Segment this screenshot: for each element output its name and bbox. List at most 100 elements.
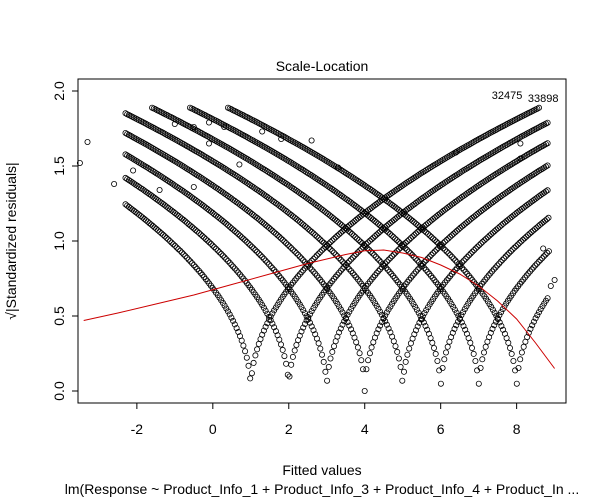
data-point bbox=[296, 253, 303, 260]
data-point bbox=[544, 295, 551, 302]
data-point bbox=[168, 207, 175, 214]
data-point bbox=[462, 268, 469, 275]
data-point bbox=[467, 250, 474, 257]
data-point bbox=[233, 325, 240, 332]
data-point bbox=[447, 251, 454, 258]
data-point bbox=[355, 237, 362, 244]
data-point bbox=[517, 356, 524, 363]
data-point bbox=[281, 206, 288, 213]
data-point bbox=[373, 330, 380, 337]
data-point bbox=[465, 272, 472, 279]
data-point bbox=[238, 202, 245, 209]
data-point bbox=[300, 307, 307, 314]
data-point bbox=[329, 348, 336, 355]
data-point bbox=[419, 262, 426, 269]
x-tick-label: 6 bbox=[437, 421, 445, 437]
data-point bbox=[341, 263, 348, 270]
data-point bbox=[508, 350, 515, 357]
data-point bbox=[204, 237, 211, 244]
data-point bbox=[332, 234, 339, 241]
data-point bbox=[394, 205, 401, 212]
data-point bbox=[452, 266, 459, 273]
data-point bbox=[269, 227, 276, 234]
data-point bbox=[428, 163, 435, 170]
data-point bbox=[271, 229, 278, 236]
data-point bbox=[353, 339, 360, 346]
data-point bbox=[262, 323, 269, 330]
data-point bbox=[435, 240, 442, 247]
data-point bbox=[515, 208, 522, 215]
data-point bbox=[322, 368, 329, 375]
data-point bbox=[537, 306, 544, 313]
data-point bbox=[342, 315, 349, 322]
data-point bbox=[383, 321, 390, 328]
data-point bbox=[248, 243, 255, 250]
data-point bbox=[313, 233, 320, 240]
data-point bbox=[350, 232, 357, 239]
data-point bbox=[240, 204, 247, 211]
data-point bbox=[195, 229, 202, 236]
data-point bbox=[383, 264, 390, 271]
data-point bbox=[505, 339, 512, 346]
data-point bbox=[530, 264, 537, 271]
data-point bbox=[417, 261, 424, 268]
data-point bbox=[243, 206, 250, 213]
data-point bbox=[362, 243, 369, 250]
data-point bbox=[414, 222, 421, 229]
data-point bbox=[378, 311, 385, 318]
data-point bbox=[218, 250, 225, 257]
data-point bbox=[346, 322, 353, 329]
data-point bbox=[224, 222, 231, 229]
data-point bbox=[497, 258, 504, 265]
data-point bbox=[510, 357, 517, 364]
data-point bbox=[295, 273, 302, 280]
chart-title: Scale-Location bbox=[276, 58, 369, 74]
data-point bbox=[390, 338, 397, 345]
data-point bbox=[330, 249, 337, 256]
data-point bbox=[329, 237, 336, 244]
data-point bbox=[519, 236, 526, 243]
data-point bbox=[375, 305, 382, 312]
data-point bbox=[337, 256, 344, 263]
data-point bbox=[300, 221, 307, 228]
data-point bbox=[409, 233, 416, 240]
data-point bbox=[197, 200, 204, 207]
data-point bbox=[195, 267, 202, 274]
data-point bbox=[376, 222, 383, 229]
data-point bbox=[183, 219, 190, 226]
data-point bbox=[452, 257, 459, 264]
data-point bbox=[532, 262, 539, 269]
data-point bbox=[414, 323, 421, 330]
point-labels-layer: 32475 33898 bbox=[492, 90, 559, 105]
data-point bbox=[346, 266, 353, 273]
data-point bbox=[432, 350, 439, 357]
data-point bbox=[308, 308, 315, 315]
data-point bbox=[498, 222, 505, 229]
data-point bbox=[465, 252, 472, 259]
data-point bbox=[501, 255, 508, 262]
data-point bbox=[426, 232, 433, 239]
data-point bbox=[209, 242, 216, 249]
y-tick-label: 1.0 bbox=[51, 231, 67, 251]
data-point bbox=[375, 326, 382, 333]
data-point bbox=[383, 227, 390, 234]
data-point bbox=[168, 156, 175, 163]
data-point bbox=[235, 231, 242, 238]
data-point bbox=[460, 257, 467, 264]
data-point bbox=[419, 226, 426, 233]
data-point bbox=[277, 235, 284, 242]
data-point bbox=[411, 331, 418, 338]
data-point bbox=[173, 244, 180, 251]
data-point bbox=[413, 306, 420, 313]
data-point bbox=[394, 247, 401, 254]
data-point bbox=[377, 322, 384, 329]
data-point bbox=[233, 267, 240, 274]
data-point bbox=[264, 310, 271, 317]
data-point bbox=[289, 246, 296, 253]
data-point bbox=[245, 208, 252, 215]
data-point bbox=[205, 140, 212, 147]
data-point bbox=[308, 137, 315, 144]
data-point bbox=[230, 263, 237, 270]
data-point bbox=[380, 314, 387, 321]
data-point bbox=[279, 346, 286, 353]
